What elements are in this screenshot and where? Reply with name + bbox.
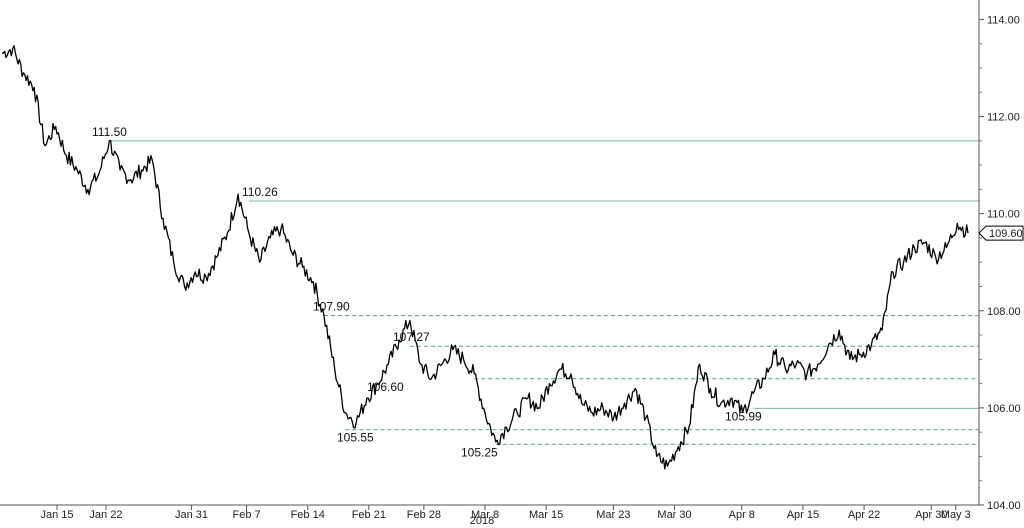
y-tick-label: 106.00	[987, 403, 1021, 415]
y-tick-label: 114.00	[987, 14, 1020, 26]
level-label: 105.55	[337, 431, 374, 445]
x-tick-label: Feb 28	[407, 509, 441, 521]
x-tick-label: Apr 22	[848, 509, 880, 521]
x-tick-label: Apr 30	[915, 509, 947, 521]
x-tick-label: Jan 15	[41, 509, 74, 521]
x-tick-label: Mar 23	[596, 509, 630, 521]
level-label: 106.60	[367, 380, 404, 394]
last-value-label: 109.60	[989, 228, 1023, 240]
level-label: 105.25	[461, 445, 498, 459]
level-annotations: 111.50 110.26 107.90 107.27 106.60 105.99 105.…	[92, 125, 762, 459]
x-tick-label: Mar 15	[529, 509, 563, 521]
x-tick-label: May 3	[941, 509, 971, 521]
x-tick-label: Mar 8	[471, 509, 499, 521]
price-series	[1, 45, 969, 470]
x-tick-label: Feb 7	[232, 509, 260, 521]
level-label: 105.99	[725, 409, 762, 423]
axes	[0, 0, 980, 506]
y-tick-label: 108.00	[987, 306, 1021, 318]
x-axis-title: 2018	[470, 515, 494, 527]
level-lines	[109, 140, 979, 445]
level-label: 110.26	[242, 185, 278, 199]
y-axis-ticks: 104.00 106.00 108.00 110.00 112.00 114.00	[979, 14, 1021, 512]
x-tick-label: Mar 30	[657, 509, 691, 521]
last-value-box	[978, 225, 1024, 241]
level-label: 111.50	[92, 125, 127, 139]
y-tick-label: 104.00	[987, 500, 1021, 512]
x-tick-label: Apr 15	[787, 509, 819, 521]
x-tick-label: Apr 8	[729, 509, 755, 521]
x-tick-label: Feb 14	[291, 509, 325, 521]
x-tick-label: Jan 22	[89, 509, 122, 521]
price-line	[1, 45, 969, 470]
x-tick-label: Feb 21	[352, 509, 386, 521]
level-label: 107.90	[313, 300, 350, 314]
level-label: 107.27	[393, 330, 430, 344]
x-tick-label: Jan 31	[175, 509, 208, 521]
y-tick-label: 112.00	[987, 112, 1020, 124]
x-axis-ticks: Jan 15 Jan 22 Jan 31 Feb 7 Feb 14 Feb 21 Feb 2…	[41, 505, 971, 521]
y-tick-label: 110.00	[987, 209, 1020, 221]
last-value-marker: 109.60	[978, 225, 1024, 241]
